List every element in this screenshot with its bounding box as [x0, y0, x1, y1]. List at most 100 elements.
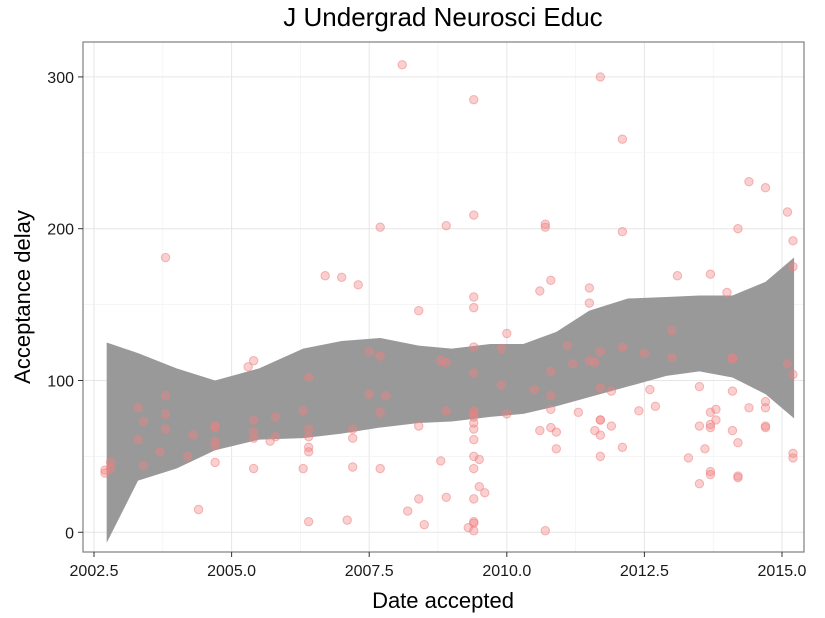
data-point: [210, 436, 220, 446]
data-point: [193, 504, 204, 515]
data-point: [441, 492, 451, 503]
data-point: [540, 222, 551, 232]
data-point: [535, 286, 545, 296]
data-point: [788, 236, 798, 246]
data-point: [705, 269, 716, 279]
data-point: [188, 430, 198, 440]
data-point: [474, 482, 484, 492]
data-point: [469, 494, 479, 504]
data-point: [270, 431, 281, 442]
data-point: [138, 416, 149, 427]
data-point: [298, 463, 308, 474]
data-point: [694, 421, 705, 431]
data-point: [639, 348, 650, 358]
data-point: [617, 442, 628, 452]
data-point: [347, 424, 358, 434]
data-point: [727, 425, 738, 436]
data-point: [733, 472, 743, 483]
data-point: [441, 406, 451, 416]
x-tick-label: 2007.5: [345, 563, 394, 580]
data-point: [540, 219, 551, 229]
data-point: [705, 422, 716, 433]
confidence-band: [106, 257, 795, 543]
data-point: [469, 210, 479, 220]
data-point: [502, 409, 512, 419]
data-point: [584, 283, 595, 293]
data-point: [727, 354, 738, 364]
data-point: [694, 478, 705, 489]
data-point: [727, 386, 738, 396]
data-point: [375, 407, 385, 418]
data-point: [248, 427, 259, 437]
data-point: [617, 134, 628, 144]
data-point: [788, 453, 798, 463]
data-point: [496, 380, 506, 390]
data-point: [303, 372, 314, 383]
data-point: [551, 444, 562, 454]
data-point: [584, 298, 595, 308]
data-point: [606, 421, 617, 431]
data-point: [303, 424, 314, 434]
data-point: [381, 390, 391, 401]
data-point: [375, 463, 385, 474]
data-point: [469, 94, 479, 105]
data-point: [540, 526, 551, 536]
data-point: [733, 223, 743, 234]
data-point: [419, 519, 429, 530]
data-point: [496, 343, 506, 354]
data-point: [298, 406, 308, 416]
data-point: [595, 451, 606, 462]
data-point: [133, 434, 143, 445]
data-point: [617, 342, 628, 352]
data-point: [303, 516, 314, 527]
data-point: [100, 465, 110, 475]
x-tick-label: 2012.5: [620, 563, 669, 580]
data-point: [469, 451, 479, 462]
data-point: [546, 275, 556, 286]
data-point: [353, 280, 363, 290]
data-point: [760, 403, 771, 413]
data-point: [248, 463, 259, 474]
data-point: [469, 342, 479, 352]
data-point: [683, 453, 694, 463]
data-point: [469, 302, 479, 313]
data-point: [617, 227, 628, 237]
data-point: [694, 381, 705, 392]
data-point: [248, 415, 259, 425]
data-point: [436, 356, 446, 366]
data-point: [364, 389, 374, 399]
data-point: [535, 425, 545, 436]
x-axis-title: Date accepted: [372, 588, 514, 613]
data-point: [546, 366, 556, 377]
data-point: [155, 447, 165, 457]
data-point: [469, 292, 479, 302]
data-point: [634, 406, 644, 416]
data-point: [760, 422, 771, 433]
data-point: [469, 463, 479, 474]
data-point: [210, 421, 220, 431]
data-point: [733, 438, 743, 448]
data-point: [705, 466, 716, 477]
data-point: [595, 383, 606, 393]
data-point: [436, 456, 446, 466]
data-point: [760, 183, 771, 193]
data-point: [667, 325, 677, 336]
chart-title: J Undergrad Neurosci Educ: [283, 2, 602, 32]
plot-panel-border: [82, 41, 805, 553]
data-point: [782, 207, 793, 217]
data-points: [100, 60, 798, 536]
data-point: [414, 421, 424, 431]
data-point: [700, 444, 710, 454]
data-point: [595, 72, 606, 82]
data-point: [210, 457, 220, 468]
data-point: [546, 404, 556, 415]
data-point: [502, 328, 512, 339]
data-point: [441, 220, 451, 231]
data-point: [364, 346, 374, 357]
data-point: [441, 357, 451, 367]
x-tick-label: 2002.5: [70, 563, 119, 580]
data-point: [480, 488, 490, 498]
data-point: [160, 424, 171, 434]
data-point: [375, 222, 385, 232]
data-point: [469, 409, 479, 419]
